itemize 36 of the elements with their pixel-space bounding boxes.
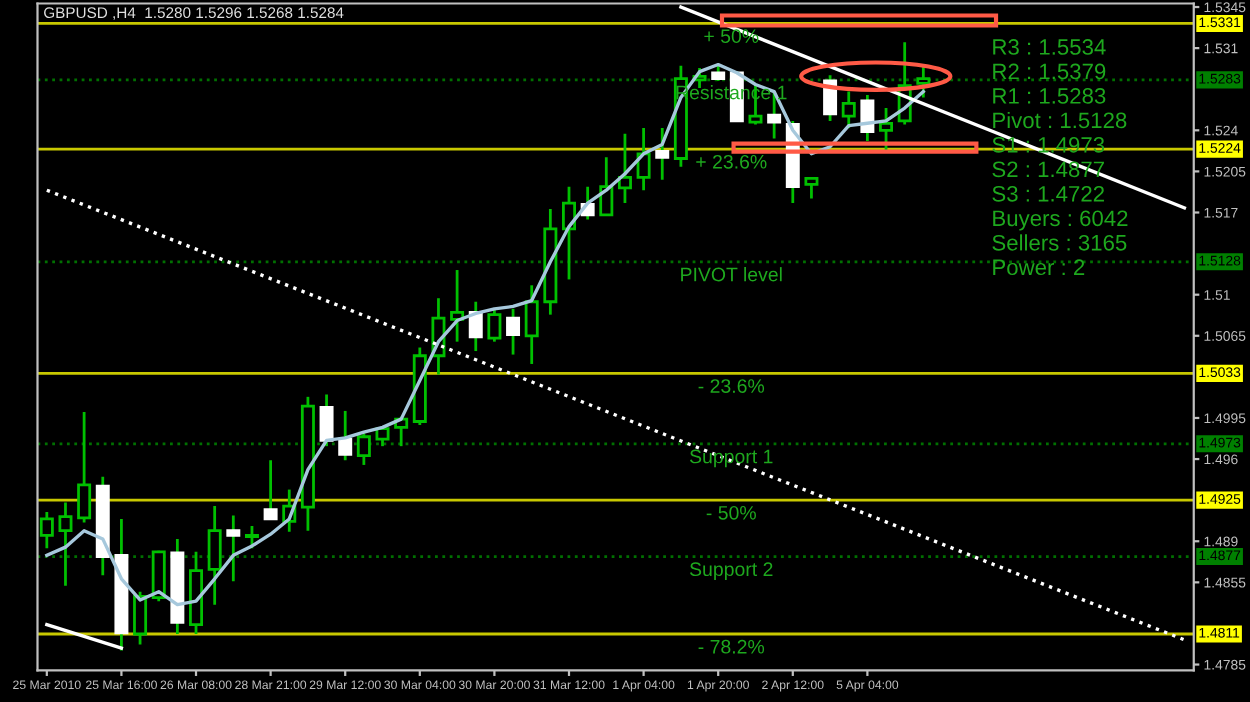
candlestick: [58, 501, 73, 588]
candlestick: [767, 90, 782, 140]
candlestick: [207, 504, 222, 607]
annotation: Support 2: [689, 562, 773, 580]
candlestick: [860, 93, 875, 143]
annotation: - 23.6%: [698, 379, 765, 393]
candlestick: [356, 431, 371, 467]
annotation: R2 : 1.5379: [993, 63, 1106, 80]
candlestick: [338, 409, 353, 462]
annotation: PIVOT level: [681, 267, 782, 282]
annotation: R1 : 1.5283: [993, 88, 1106, 104]
candlestick: [841, 90, 856, 130]
candlestick: [151, 549, 166, 603]
candlestick: [39, 510, 54, 550]
annotation: Buyers : 6042: [993, 210, 1128, 231]
candlestick: [804, 175, 819, 200]
candlestick: [133, 590, 148, 646]
candlestick: [524, 283, 539, 366]
annotation: S3 : 1.4722: [992, 185, 1104, 202]
annotation: - 78.2%: [698, 639, 765, 654]
annotation: R3 : 1.5534: [993, 39, 1106, 55]
candlestick: [77, 410, 92, 524]
candlestick: [879, 106, 894, 152]
annotation: Pivot : 1.5128: [993, 111, 1127, 129]
candlestick: [263, 458, 278, 522]
candlestick: [319, 393, 334, 448]
annotation: Power : 2: [993, 259, 1085, 276]
candlestick: [226, 514, 241, 583]
candlestick: [617, 132, 632, 205]
candlestick: [506, 307, 521, 356]
annotation: Sellers : 3165: [992, 234, 1127, 251]
candlestick: [636, 126, 651, 192]
annotation: - 50%: [706, 505, 756, 520]
annotation: + 23.6%: [696, 154, 767, 169]
candlestick: [487, 307, 502, 344]
candlestick: [655, 126, 670, 182]
